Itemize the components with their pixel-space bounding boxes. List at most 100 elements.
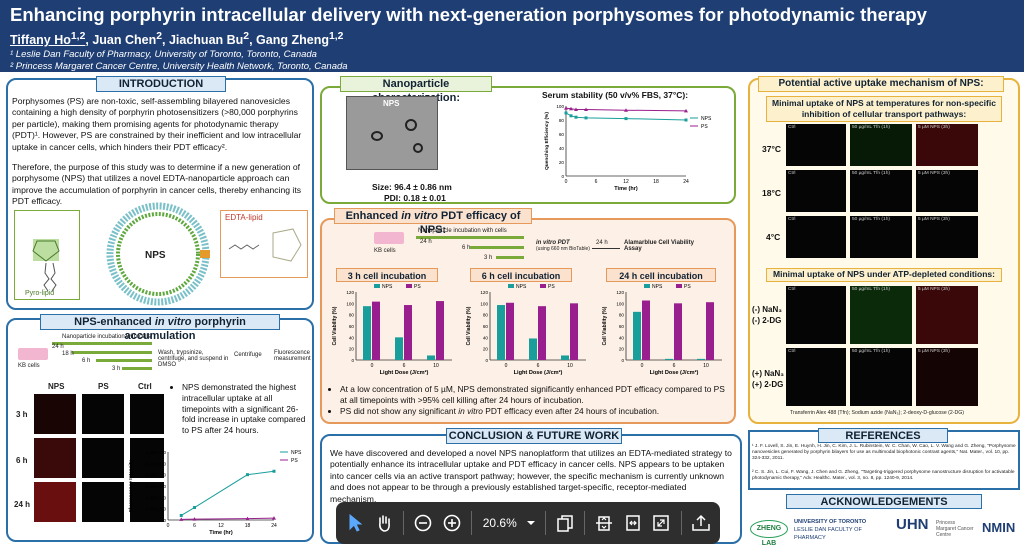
- share-upload-icon: [692, 514, 710, 531]
- fluorescence-chart: 0 6 12 18 24 0 1,000,000 2,000,000 3,000,000 4,00…: [128, 450, 302, 536]
- legend-label-ps: PS: [701, 124, 708, 130]
- x-tick-label: 6: [193, 523, 196, 529]
- time-24h: 24 h: [420, 239, 432, 245]
- micrograph-ctrl-6h: [130, 438, 164, 478]
- intro-heading: INTRODUCTION: [96, 76, 226, 92]
- y-tick-label: 6,000,000: [146, 450, 167, 455]
- fit-page-button[interactable]: [591, 508, 618, 538]
- intro-paragraph-2: Therefore, the purpose of this study was…: [12, 162, 301, 207]
- y-tick-label: 80: [619, 313, 625, 318]
- legend-label-ps: PS: [548, 284, 555, 290]
- temp-row-4: 4°C: [766, 232, 781, 242]
- uptake-subheading-atp: Minimal uptake of NPS under ATP-depleted…: [766, 268, 1002, 282]
- nanochar-heading: Nanoparticle characterization:: [340, 76, 492, 104]
- data-point-nps: [246, 473, 249, 477]
- poster-body: INTRODUCTION Porphysomes (PS) are non-to…: [0, 72, 1024, 548]
- bar-nps: [427, 355, 435, 360]
- bar-ps: [706, 302, 714, 360]
- timeline-bar: [72, 351, 152, 354]
- micrograph-atp-plus-tfn: 50 µg/mL Tfn (1h): [850, 348, 912, 406]
- arrow-24h: [592, 248, 620, 249]
- timeline-bar: [96, 359, 152, 362]
- pyro-lipid-structure-icon: Pyro-lipid: [25, 239, 60, 297]
- uhn-logo: UHN: [896, 516, 929, 533]
- column-header-ps: PS: [98, 382, 109, 391]
- author: Tiffany Ho1,2: [10, 31, 86, 48]
- legend-swatch: [644, 284, 650, 288]
- viewer-toolbar: 20.6%: [336, 502, 720, 544]
- y-axis-label: Quenching Efficiency (%): [544, 112, 550, 170]
- bar-ps: [570, 303, 578, 360]
- cursor-arrow-icon: [349, 514, 363, 532]
- y-tick-label: 120: [616, 290, 624, 295]
- x-tick-label: 6: [595, 179, 598, 185]
- pmcc-logo: Princess Margaret Cancer Centre: [936, 520, 974, 538]
- data-point-nps: [564, 111, 568, 115]
- series-line-ps: [181, 517, 275, 520]
- fullscreen-icon: [653, 515, 670, 531]
- zoom-in-button[interactable]: [439, 508, 466, 538]
- data-point-nps: [684, 118, 688, 122]
- share-button[interactable]: [688, 508, 715, 538]
- toolbar-separator: [471, 511, 472, 535]
- x-axis-label: Time (hr): [614, 186, 638, 192]
- column-header-ctrl: Ctrl: [138, 382, 152, 391]
- x-tick-label: 0: [565, 179, 568, 185]
- accumulation-heading: NPS-enhanced in vitro porphyrin accumula…: [40, 314, 280, 342]
- row-label-3h: 3 h: [16, 410, 28, 419]
- data-point-ps: [564, 106, 568, 110]
- page-thumbnails-button[interactable]: [552, 508, 579, 538]
- series-line-nps: [180, 470, 275, 516]
- column-header-nps: NPS: [48, 382, 65, 391]
- atp-row-plus: (+) NaN₃ (+) 2-DG: [752, 369, 784, 389]
- data-point-nps: [574, 115, 578, 119]
- legend-swatch: [406, 284, 412, 288]
- zoom-out-button[interactable]: [410, 508, 437, 538]
- legend-label-ps: PS: [291, 458, 298, 464]
- timeline-bar: [496, 256, 524, 259]
- y-tick-label: 60: [559, 132, 565, 137]
- toolbar-separator: [584, 511, 586, 535]
- zoom-level-dropdown[interactable]: 20.6%: [482, 516, 517, 530]
- micrograph-37-nps: 5 µM NPS (3h): [916, 124, 978, 166]
- x-tick-label: 18: [245, 523, 251, 529]
- toolbar-separator: [403, 511, 404, 535]
- micrograph-ps-6h: [82, 438, 124, 478]
- micrograph-ps-24h: [82, 482, 124, 522]
- y-tick-label: 20: [349, 347, 355, 352]
- zoom-in-icon: [443, 514, 461, 532]
- pyro-lipid-diagram: Pyro-lipid: [14, 210, 80, 300]
- y-tick-label: 4,000,000: [146, 473, 167, 478]
- y-tick-label: 120: [480, 290, 488, 295]
- time-6h: 6 h: [82, 358, 91, 364]
- serum-stability-chart: 0 6 12 18 24 0 20 40 60 80 100 Time (hr) Quenching E…: [544, 104, 712, 192]
- data-point-nps: [272, 469, 276, 473]
- micrograph-18-tfn: 50 µg/mL Tfn (1h): [850, 170, 912, 212]
- y-tick-label: 0: [163, 518, 166, 523]
- zheng-lab-logo: ZHENG LAB: [750, 520, 788, 547]
- zoom-dropdown-button[interactable]: [524, 508, 539, 538]
- data-point-ps: [192, 517, 197, 521]
- legend-label-nps: NPS: [291, 450, 302, 456]
- poster-title: Enhancing porphyrin intracellular delive…: [10, 4, 927, 25]
- bar-nps: [697, 358, 705, 360]
- y-tick-label: 100: [556, 104, 564, 109]
- select-tool-button[interactable]: [342, 508, 369, 538]
- data-point-nps: [624, 117, 628, 121]
- data-point-nps: [179, 513, 183, 517]
- y-tick-label: 0: [485, 358, 488, 363]
- fullscreen-button[interactable]: [648, 508, 675, 538]
- pdt-panel-title-24h: 24 h cell incubation: [606, 268, 716, 282]
- micrograph-ctrl-24h: [130, 482, 164, 522]
- fit-width-button[interactable]: [620, 508, 647, 538]
- bar-nps: [633, 311, 641, 360]
- y-tick-label: 20: [559, 160, 565, 165]
- hand-tool-button[interactable]: [371, 508, 398, 538]
- size-value: Size: 96.4 ± 0.86 nm: [372, 182, 452, 192]
- bar-ps: [436, 301, 444, 360]
- reference-1: ¹ J. F. Lovell, S. Jin, E. Huynh, H. Jin…: [752, 444, 1016, 461]
- bar-nps: [363, 306, 371, 360]
- uptake-footnote: Transferrin Alex 488 (Tfn); Sodium azide…: [790, 410, 965, 416]
- y-tick-label: 2,000,000: [146, 495, 167, 500]
